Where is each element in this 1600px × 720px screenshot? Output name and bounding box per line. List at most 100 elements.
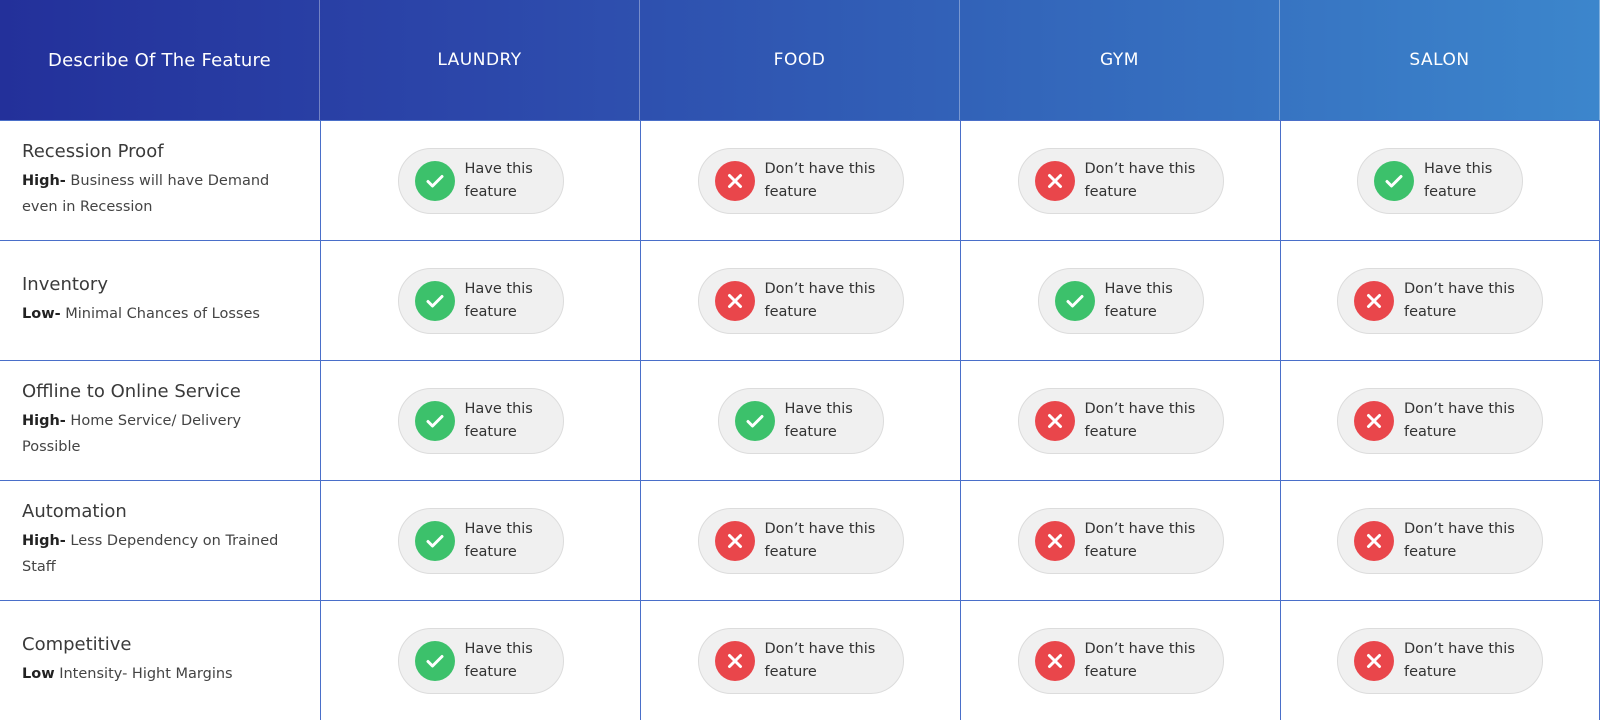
value-cell-food: Don’t have this feature	[640, 120, 960, 240]
no-feature-pill: Don’t have this feature	[1337, 627, 1543, 694]
status-label: Don’t have this feature	[1084, 400, 1196, 440]
check-icon	[414, 160, 455, 201]
status-label: Have this feature	[464, 640, 533, 680]
value-cell-laundry: Have this feature	[320, 240, 640, 360]
value-cell-food: Don’t have this feature	[640, 600, 960, 720]
no-feature-pill: Don’t have this feature	[1017, 627, 1224, 694]
no-feature-pill: Don’t have this feature	[1337, 267, 1543, 334]
no-feature-pill: Don’t have this feature	[697, 267, 904, 334]
feature-title: Competitive	[22, 634, 132, 655]
no-feature-pill: Don’t have this feature	[697, 507, 904, 574]
feature-title: Inventory	[22, 274, 108, 295]
status-label: Have this feature	[1104, 280, 1173, 320]
has-feature-pill: Have this feature	[397, 627, 564, 694]
feature-description: High- Less Dependency on Trained Staff	[22, 528, 300, 580]
value-cell-food: Have this feature	[640, 360, 960, 480]
cross-icon	[714, 160, 755, 201]
check-icon	[414, 400, 455, 441]
no-feature-pill: Don’t have this feature	[1337, 507, 1543, 574]
status-label: Have this feature	[464, 160, 533, 200]
value-cell-laundry: Have this feature	[320, 360, 640, 480]
has-feature-pill: Have this feature	[717, 387, 884, 454]
feature-cell: Automation High- Less Dependency on Train…	[0, 480, 320, 600]
status-label: Don’t have this feature	[1084, 640, 1196, 680]
feature-title: Offline to Online Service	[22, 381, 241, 402]
status-label: Don’t have this feature	[1084, 520, 1196, 560]
cross-icon	[714, 640, 755, 681]
value-cell-gym: Don’t have this feature	[960, 600, 1280, 720]
value-cell-gym: Don’t have this feature	[960, 480, 1280, 600]
has-feature-pill: Have this feature	[1037, 267, 1204, 334]
value-cell-food: Don’t have this feature	[640, 240, 960, 360]
feature-cell: Inventory Low- Minimal Chances of Losses	[0, 240, 320, 360]
cross-icon	[1354, 640, 1394, 681]
feature-title: Recession Proof	[22, 141, 164, 162]
no-feature-pill: Don’t have this feature	[1017, 507, 1224, 574]
header-column-laundry: LAUNDRY	[320, 0, 640, 120]
value-cell-salon: Have this feature	[1280, 120, 1600, 240]
feature-description: High- Business will have Demand even in …	[22, 168, 300, 220]
value-cell-laundry: Have this feature	[320, 480, 640, 600]
value-cell-salon: Don’t have this feature	[1280, 240, 1600, 360]
feature-description-text: Less Dependency on Trained Staff	[22, 533, 279, 575]
feature-description-text: Business will have Demand even in Recess…	[22, 173, 270, 215]
cross-icon	[1354, 400, 1394, 441]
feature-description: High- Home Service/ Delivery Possible	[22, 408, 300, 460]
feature-level: Low-	[22, 306, 61, 322]
status-label: Don’t have this feature	[764, 640, 876, 680]
status-label: Have this feature	[464, 400, 533, 440]
feature-level: High-	[22, 413, 66, 429]
status-label: Don’t have this feature	[764, 280, 876, 320]
no-feature-pill: Don’t have this feature	[1017, 147, 1224, 214]
value-cell-laundry: Have this feature	[320, 600, 640, 720]
check-icon	[414, 640, 455, 681]
has-feature-pill: Have this feature	[397, 267, 564, 334]
value-cell-gym: Don’t have this feature	[960, 360, 1280, 480]
feature-level: High-	[22, 173, 66, 189]
value-cell-salon: Don’t have this feature	[1280, 600, 1600, 720]
feature-cell: Competitive Low Intensity- Hight Margins	[0, 600, 320, 720]
status-label: Don’t have this feature	[764, 520, 876, 560]
feature-cell: Recession Proof High- Business will have …	[0, 120, 320, 240]
cross-icon	[1034, 640, 1075, 681]
no-feature-pill: Don’t have this feature	[1017, 387, 1224, 454]
cross-icon	[714, 280, 755, 321]
cross-icon	[1034, 400, 1075, 441]
cross-icon	[714, 520, 755, 561]
status-label: Don’t have this feature	[764, 160, 876, 200]
value-cell-food: Don’t have this feature	[640, 480, 960, 600]
status-label: Have this feature	[464, 520, 533, 560]
header-column-gym: GYM	[960, 0, 1280, 120]
feature-description-text: Intensity- Hight Margins	[54, 666, 233, 682]
status-label: Have this feature	[464, 280, 533, 320]
has-feature-pill: Have this feature	[397, 387, 564, 454]
no-feature-pill: Don’t have this feature	[1337, 387, 1543, 454]
has-feature-pill: Have this feature	[1357, 147, 1523, 214]
value-cell-gym: Don’t have this feature	[960, 120, 1280, 240]
status-label: Have this feature	[784, 400, 853, 440]
check-icon	[1054, 280, 1095, 321]
header-feature-column: Describe Of The Feature	[0, 0, 320, 120]
status-label: Don’t have this feature	[1084, 160, 1196, 200]
header-column-food: FOOD	[640, 0, 960, 120]
header-column-salon: SALON	[1280, 0, 1600, 120]
status-label: Don’t have this feature	[1404, 640, 1515, 680]
cross-icon	[1034, 520, 1075, 561]
feature-description-text: Minimal Chances of Losses	[60, 306, 260, 322]
value-cell-salon: Don’t have this feature	[1280, 360, 1600, 480]
feature-description: Low Intensity- Hight Margins	[22, 661, 300, 687]
check-icon	[734, 400, 775, 441]
value-cell-gym: Have this feature	[960, 240, 1280, 360]
header-background	[0, 0, 1600, 120]
has-feature-pill: Have this feature	[397, 507, 564, 574]
check-icon	[1374, 160, 1414, 201]
value-cell-salon: Don’t have this feature	[1280, 480, 1600, 600]
check-icon	[414, 280, 455, 321]
has-feature-pill: Have this feature	[397, 147, 564, 214]
value-cell-laundry: Have this feature	[320, 120, 640, 240]
no-feature-pill: Don’t have this feature	[697, 147, 904, 214]
status-label: Have this feature	[1424, 160, 1493, 200]
status-label: Don’t have this feature	[1404, 280, 1515, 320]
feature-description: Low- Minimal Chances of Losses	[22, 301, 300, 327]
